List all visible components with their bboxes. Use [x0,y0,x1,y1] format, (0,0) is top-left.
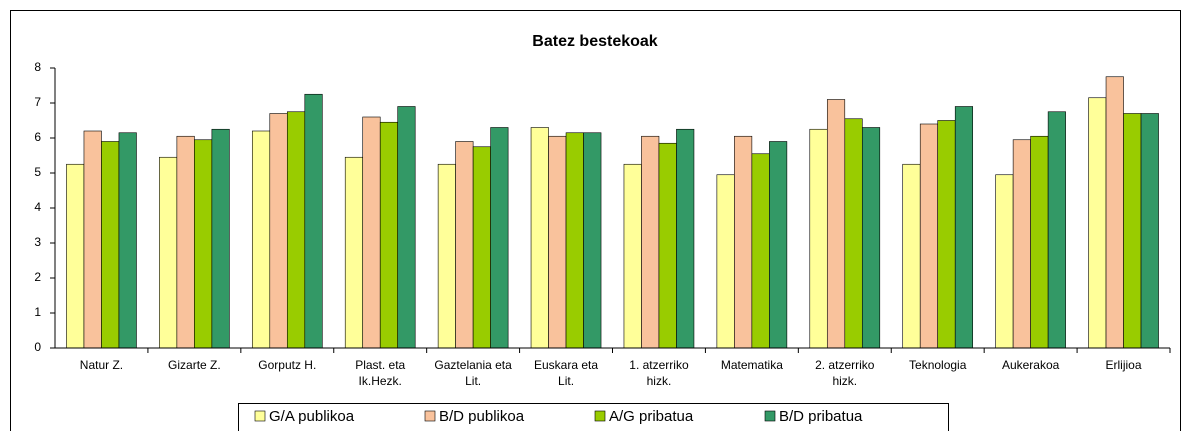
x-tick-label: 2. atzerriko hizk. [815,358,875,388]
legend-swatch [594,410,606,422]
bar [304,93,323,349]
bar [472,146,491,349]
bar [658,142,677,349]
bar [844,118,863,349]
x-tick-label: Matematika [720,358,783,372]
y-tick-label: 3 [34,235,41,249]
bar [826,99,846,349]
bar [159,156,178,349]
bar [455,141,474,349]
y-tick-label: 1 [34,305,41,319]
bar [919,123,939,349]
bar [1123,113,1142,349]
y-tick-label: 4 [34,200,41,214]
y-tick-label: 6 [34,130,41,144]
x-tick-label: 1. atzerriko hizk. [629,358,689,388]
bar [490,127,509,349]
bar [676,128,695,349]
bar [286,111,306,349]
bar [269,113,288,349]
bar [1140,113,1159,349]
legend-label: B/D pribatua [779,408,863,425]
bar [1047,111,1066,349]
bar [751,153,770,349]
chart-title: Batez bestekoak [532,33,657,50]
bar [530,127,549,349]
bar [379,121,399,349]
bar [583,132,602,349]
bar [641,135,660,349]
bar [716,174,735,349]
bar [902,163,921,349]
bar [118,132,137,349]
y-tick-label: 0 [34,340,41,354]
bar [1105,76,1124,349]
bar [861,127,881,349]
x-tick-label: Natur Z. [79,358,124,372]
bar [565,132,584,349]
x-tick-label: Euskara eta Lit. [534,358,599,388]
legend-swatch [254,410,266,422]
bar [995,174,1014,349]
bar [954,106,974,349]
bar [251,130,271,349]
bar [362,116,381,349]
bar [176,135,195,349]
x-tick-label: Gaztelania eta Lit. [434,358,512,388]
x-tick-label: Erlijioa [1105,358,1142,372]
y-tick-label: 5 [34,165,41,179]
bar [194,139,213,349]
bar [83,130,102,349]
bar [66,163,85,349]
x-tick-label: Plast. eta Ik.Hezk. [355,358,406,388]
bar [101,141,120,349]
legend-label: B/D publikoa [439,408,525,425]
x-tick-label: Aukerakoa [1001,358,1060,372]
bar [437,163,456,349]
bar [1012,139,1031,349]
legend-label: G/A publikoa [269,408,355,425]
x-tick-label: Teknologia [909,358,967,372]
legend-swatch [424,410,436,422]
x-tick-label: Gizarte Z. [168,358,221,372]
y-tick-label: 8 [34,60,41,74]
bar [623,163,642,349]
bar [397,106,416,349]
bar [1030,135,1049,349]
bar [211,128,230,349]
bar [937,120,956,349]
legend-box [238,403,949,431]
bar [809,128,828,349]
bar [548,135,567,349]
bar [344,156,364,349]
y-tick-label: 2 [34,270,41,284]
y-tick-label: 7 [34,95,41,109]
bar [1088,97,1107,349]
bar [769,141,788,349]
bar [734,135,753,349]
legend-swatch [764,410,776,422]
x-tick-label: Gorputz H. [258,358,317,372]
legend-label: A/G pribatua [609,408,694,425]
